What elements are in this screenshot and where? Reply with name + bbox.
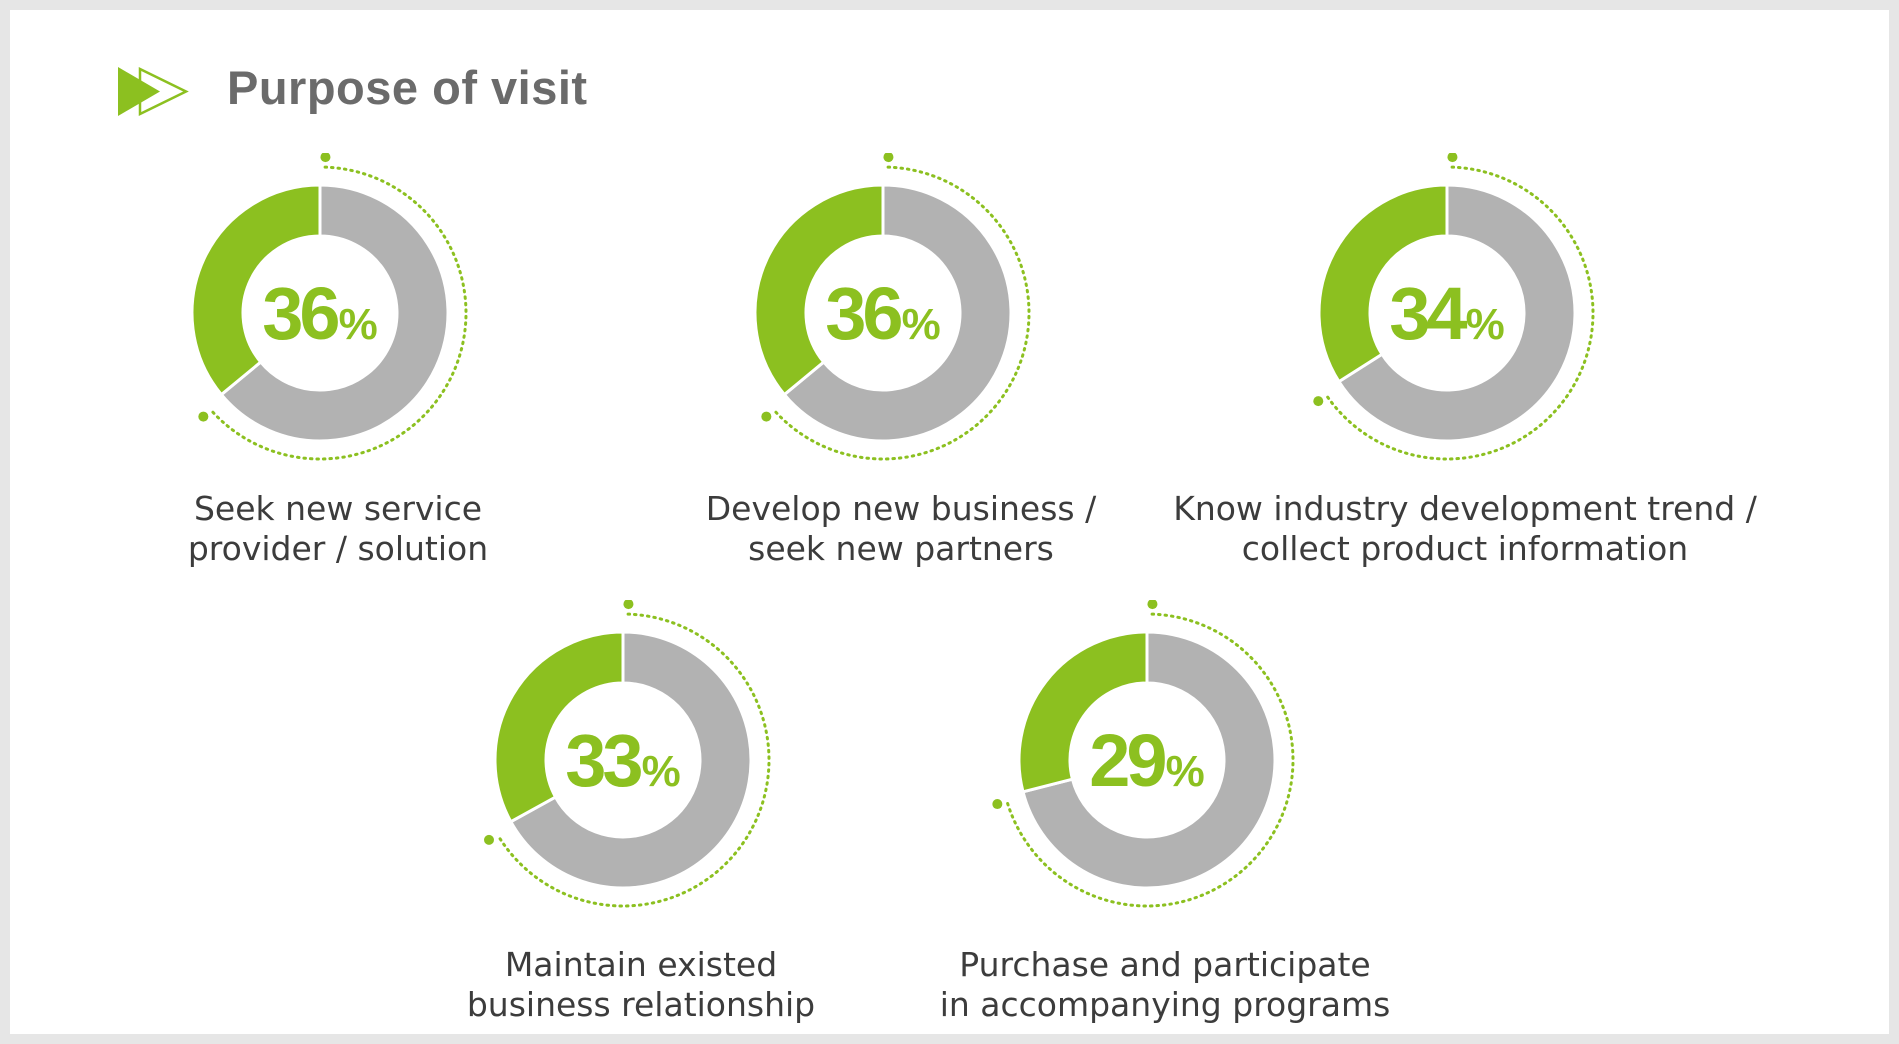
donut-caption: Develop new business / seek new partners: [581, 489, 1221, 569]
donut-chart: 34%: [1287, 153, 1627, 493]
percent-label: 36%: [723, 153, 1043, 473]
percent-value: 34: [1389, 272, 1467, 355]
caption-line: seek new partners: [748, 529, 1054, 568]
donut-svg: [484, 600, 771, 908]
donut-value-segment: [190, 183, 322, 397]
donut-caption: Know industry development trend / collect…: [1145, 489, 1785, 569]
donut-dotted-arc: [496, 612, 771, 908]
donut-dotted-arc: [1005, 612, 1295, 908]
donut-dotted-arc: [1325, 165, 1595, 461]
donut-remainder-segment: [782, 183, 1013, 443]
arc-start-dot: [883, 153, 894, 163]
donut-chart: 29%: [987, 600, 1327, 940]
arc-end-dot: [1313, 396, 1324, 407]
donut-value-segment: [1317, 183, 1449, 384]
arc-start-dot: [623, 600, 634, 610]
percent-label: 29%: [987, 600, 1307, 920]
caption-line: Purchase and participate: [959, 945, 1371, 984]
arc-start-dot: [320, 153, 331, 163]
arc-end-dot: [484, 834, 495, 845]
percent-sign: %: [1165, 747, 1205, 796]
donut-value-segment: [1017, 630, 1149, 794]
donut-svg: [1313, 153, 1595, 461]
donut-remainder-segment: [508, 630, 753, 890]
percent-value: 36: [825, 272, 903, 355]
caption-line: provider / solution: [187, 529, 489, 568]
arc-end-dot: [761, 411, 772, 422]
donut-remainder-segment: [1021, 630, 1277, 890]
donut-svg: [190, 153, 468, 461]
percent-sign: %: [338, 300, 378, 349]
caption-line: in accompanying programs: [939, 985, 1391, 1024]
donut-caption: Seek new service provider / solution: [18, 489, 658, 569]
arc-end-dot: [198, 411, 209, 422]
percent-sign: %: [901, 300, 941, 349]
donut-dotted-arc: [772, 165, 1031, 461]
caption-line: collect product information: [1241, 529, 1689, 568]
percent-label: 36%: [160, 153, 480, 473]
donut-caption: Maintain existed business relationship: [321, 945, 961, 1025]
donut-svg: [992, 600, 1295, 908]
percent-label: 33%: [463, 600, 783, 920]
caption-line: business relationship: [466, 985, 816, 1024]
donut-chart: 33%: [463, 600, 803, 940]
donut-chart: 36%: [723, 153, 1063, 493]
donut-remainder-segment: [1336, 183, 1577, 443]
arc-end-dot: [992, 799, 1003, 810]
donut-dotted-arc: [209, 165, 468, 461]
donut-chart-grid: 36% Seek new service provider / solution 36…: [10, 10, 1889, 1034]
donut-value-segment: [493, 630, 625, 824]
donut-remainder-segment: [219, 183, 450, 443]
percent-value: 36: [262, 272, 340, 355]
donut-caption: Purchase and participate in accompanying …: [845, 945, 1485, 1025]
page: Purpose of visit 36% Seek new service prov…: [10, 10, 1889, 1034]
donut-svg: [753, 153, 1031, 461]
donut-chart: 36%: [160, 153, 500, 493]
percent-sign: %: [641, 747, 681, 796]
caption-line: Seek new service: [193, 489, 483, 528]
arc-start-dot: [1147, 600, 1158, 610]
page-title: Purpose of visit: [227, 61, 588, 114]
double-play-arrow-icon: [118, 66, 189, 117]
caption-line: Maintain existed: [504, 945, 778, 984]
percent-sign: %: [1465, 300, 1505, 349]
arc-start-dot: [1447, 153, 1458, 163]
percent-value: 29: [1089, 719, 1167, 802]
percent-value: 33: [565, 719, 643, 802]
caption-line: Develop new business /: [705, 489, 1097, 528]
percent-label: 34%: [1287, 153, 1607, 473]
donut-value-segment: [753, 183, 885, 397]
caption-line: Know industry development trend /: [1173, 489, 1757, 528]
